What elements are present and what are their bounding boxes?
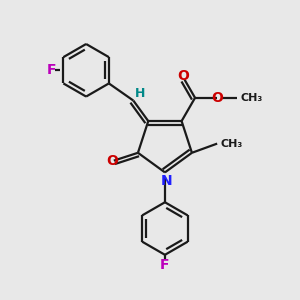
Text: CH₃: CH₃	[240, 93, 263, 103]
Text: F: F	[160, 258, 170, 272]
Text: O: O	[177, 69, 189, 83]
Text: O: O	[212, 91, 224, 105]
Text: F: F	[47, 63, 56, 77]
Text: CH₃: CH₃	[220, 139, 242, 148]
Text: O: O	[106, 154, 118, 168]
Text: H: H	[135, 87, 145, 100]
Text: N: N	[160, 174, 172, 188]
